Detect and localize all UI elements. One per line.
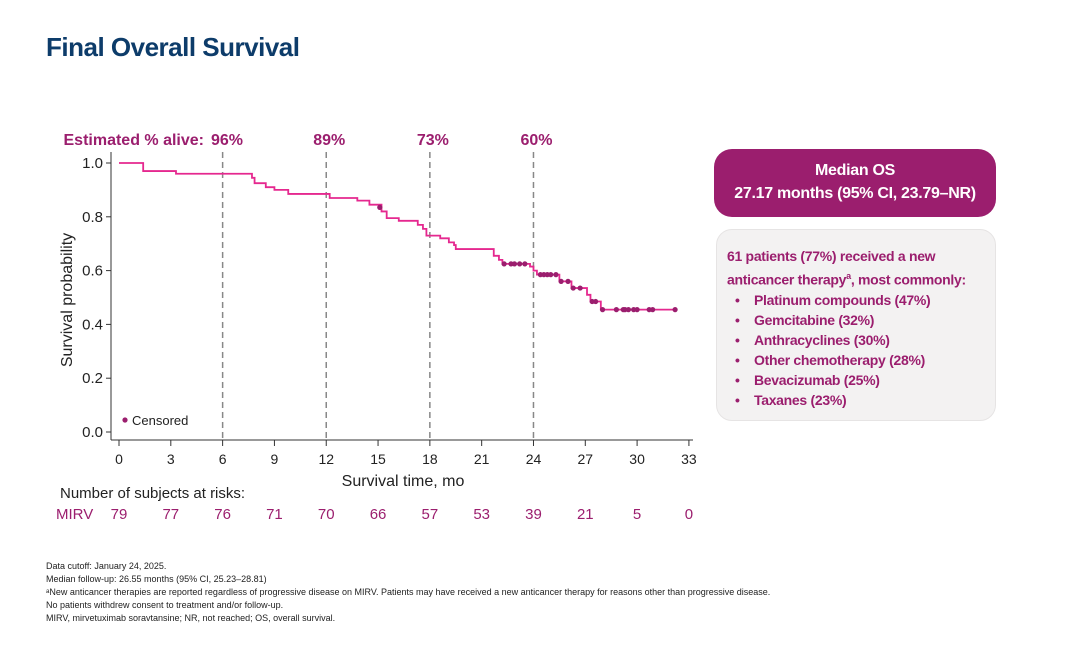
risk-count: 79 bbox=[111, 506, 128, 523]
footnote: ᵃNew anticancer therapies are reported r… bbox=[46, 587, 771, 597]
risk-count: 53 bbox=[473, 506, 490, 523]
x-tick-label: 33 bbox=[681, 451, 697, 467]
therapy-intro-text: anticancer therapy bbox=[727, 271, 847, 288]
x-tick-label: 12 bbox=[318, 451, 334, 467]
x-tick-label: 30 bbox=[629, 451, 645, 467]
censor-mark bbox=[553, 272, 559, 278]
footnote: Median follow-up: 26.55 months (95% CI, … bbox=[46, 574, 267, 584]
censor-mark bbox=[625, 307, 632, 313]
risk-count: 21 bbox=[577, 506, 594, 523]
censor-mark bbox=[593, 298, 599, 305]
footnote: MIRV, mirvetuximab soravtansine; NR, not… bbox=[46, 613, 336, 623]
y-tick-label: 0.8 bbox=[82, 209, 103, 226]
y-tick-label: 0.0 bbox=[82, 424, 103, 441]
censor-mark bbox=[522, 261, 528, 267]
x-tick-label: 18 bbox=[422, 451, 438, 467]
estimate-value: 73% bbox=[417, 132, 449, 149]
risk-table-arm: MIRV bbox=[56, 506, 93, 523]
therapy-intro-line1: 61 patients (77%) received a new bbox=[727, 248, 936, 264]
censor-mark bbox=[672, 307, 678, 313]
risk-count: 57 bbox=[422, 506, 439, 523]
median-os-label: Median OS bbox=[815, 162, 895, 179]
y-tick-label: 0.2 bbox=[82, 370, 103, 387]
risk-count: 71 bbox=[266, 506, 283, 523]
x-tick-label: 15 bbox=[370, 451, 386, 467]
median-os-value: 27.17 months (95% CI, 23.79–NR) bbox=[734, 185, 976, 202]
page-title: Final Overall Survival bbox=[46, 32, 300, 62]
estimate-value: 96% bbox=[211, 132, 243, 149]
survival-curve bbox=[119, 162, 676, 311]
x-axis-label: Survival time, mo bbox=[342, 473, 465, 490]
therapy-item: Other chemotherapy (28%) bbox=[735, 350, 985, 370]
estimate-label: Estimated % alive: bbox=[64, 132, 205, 149]
censor-mark bbox=[577, 285, 583, 291]
subsequent-therapy-box: 61 patients (77%) received a new antican… bbox=[716, 229, 996, 421]
x-tick-label: 27 bbox=[578, 451, 594, 467]
censor-mark bbox=[613, 307, 619, 313]
risk-count: 77 bbox=[162, 506, 179, 523]
x-tick-label: 21 bbox=[474, 451, 490, 467]
y-tick-label: 0.6 bbox=[82, 263, 103, 280]
risk-count: 70 bbox=[318, 506, 335, 523]
therapy-intro-line2: anticancer therapya, most commonly: bbox=[727, 266, 985, 290]
censor-mark bbox=[511, 261, 518, 267]
therapy-item: Platinum compounds (47%) bbox=[735, 290, 985, 310]
footnotes: Data cutoff: January 24, 2025. Median fo… bbox=[46, 560, 770, 625]
censor-mark bbox=[501, 261, 507, 267]
therapy-intro-tail: , most commonly: bbox=[850, 271, 966, 288]
x-tick-label: 3 bbox=[167, 451, 175, 467]
x-tick-label: 0 bbox=[115, 451, 123, 467]
censor-mark bbox=[570, 285, 576, 291]
y-tick-label: 0.4 bbox=[82, 316, 103, 333]
x-tick-label: 9 bbox=[271, 451, 279, 467]
y-tick-label: 1.0 bbox=[82, 155, 103, 172]
risk-count: 76 bbox=[214, 506, 231, 523]
risk-table-title: Number of subjects at risks: bbox=[60, 485, 245, 502]
therapy-item: Bevacizumab (25%) bbox=[735, 370, 985, 390]
risk-count: 0 bbox=[685, 506, 693, 523]
x-tick-label: 24 bbox=[526, 451, 542, 467]
censor-mark bbox=[377, 204, 383, 210]
footnote: Data cutoff: January 24, 2025. bbox=[46, 561, 167, 571]
risk-count: 39 bbox=[525, 506, 542, 523]
censor-mark bbox=[558, 278, 564, 284]
therapy-list: Platinum compounds (47%) Gemcitabine (32… bbox=[727, 290, 985, 410]
censored-legend-label: Censored bbox=[132, 413, 188, 428]
risk-count: 66 bbox=[370, 506, 387, 523]
x-tick-label: 6 bbox=[219, 451, 227, 467]
censor-mark bbox=[650, 307, 656, 313]
risk-count: 5 bbox=[633, 506, 641, 523]
estimate-value: 60% bbox=[520, 132, 552, 149]
censor-mark bbox=[634, 307, 640, 313]
estimate-value: 89% bbox=[313, 132, 345, 149]
censor-mark bbox=[599, 307, 606, 313]
therapy-item: Gemcitabine (32%) bbox=[735, 310, 985, 330]
footnote: No patients withdrew consent to treatmen… bbox=[46, 600, 284, 610]
therapy-item: Taxanes (23%) bbox=[735, 390, 985, 410]
therapy-item: Anthracyclines (30%) bbox=[735, 330, 985, 350]
censored-legend-icon bbox=[122, 417, 128, 423]
y-axis-label: Survival probability bbox=[59, 233, 76, 367]
censor-mark bbox=[548, 272, 554, 278]
footnote-marker: a bbox=[846, 271, 851, 281]
censor-mark bbox=[517, 261, 523, 267]
median-os-box: Median OS 27.17 months (95% CI, 23.79–NR… bbox=[714, 149, 996, 217]
censor-mark bbox=[565, 278, 571, 284]
